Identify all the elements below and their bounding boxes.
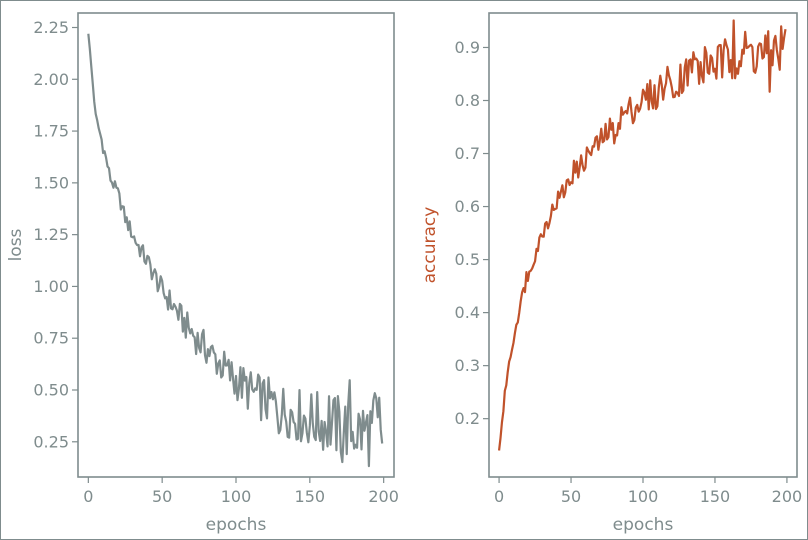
x-tick-label: 100 <box>221 487 252 506</box>
y-tick-label: 1.50 <box>33 173 69 192</box>
y-tick-label: 0.6 <box>455 197 480 216</box>
y-tick-label: 1.00 <box>33 277 69 296</box>
y-tick-label: 1.25 <box>33 225 69 244</box>
y-axis-label: accuracy <box>420 207 440 284</box>
y-tick-label: 0.3 <box>455 356 480 375</box>
x-tick-label: 50 <box>561 487 581 506</box>
y-tick-label: 0.75 <box>33 329 69 348</box>
series-line-loss <box>87 33 384 468</box>
y-tick-label: 0.5 <box>455 250 480 269</box>
y-tick-label: 0.9 <box>455 38 480 57</box>
chart-panel-1: 0 50 100 150 200 0.25 0.50 0.75 1.00 1.25 1.50 1.75… <box>6 12 399 535</box>
y-tick-label: 0.4 <box>455 303 480 322</box>
x-tick-label: 0 <box>83 487 93 506</box>
y-tick-label: 0.7 <box>455 144 480 163</box>
x-tick-label: 0 <box>494 487 504 506</box>
x-tick-label: 50 <box>152 487 172 506</box>
y-axis-label: loss <box>6 228 26 261</box>
x-tick-label: 200 <box>368 487 399 506</box>
x-axis-label: epochs <box>613 515 674 535</box>
x-tick-label: 150 <box>295 487 326 506</box>
y-tick-label: 2.00 <box>33 70 69 89</box>
x-tick-label: 200 <box>772 487 803 506</box>
x-axis-label: epochs <box>206 515 267 535</box>
plot-frame <box>77 12 395 478</box>
plot-frame <box>488 12 798 478</box>
y-tick-label: 0.50 <box>33 381 69 400</box>
series-line-accuracy <box>497 19 787 451</box>
y-tick-label: 1.75 <box>33 122 69 141</box>
x-tick-label: 150 <box>700 487 731 506</box>
y-tick-label: 0.25 <box>33 432 69 451</box>
y-tick-label: 2.25 <box>33 18 69 37</box>
y-tick-label: 0.8 <box>455 91 480 110</box>
y-tick-label: 0.2 <box>455 409 480 428</box>
chart-panel-2: 0 50 100 150 200 0.2 0.3 0.4 0.5 0.6 0.7 0.8 0.9 epoc… <box>420 12 803 535</box>
x-tick-label: 100 <box>628 487 659 506</box>
